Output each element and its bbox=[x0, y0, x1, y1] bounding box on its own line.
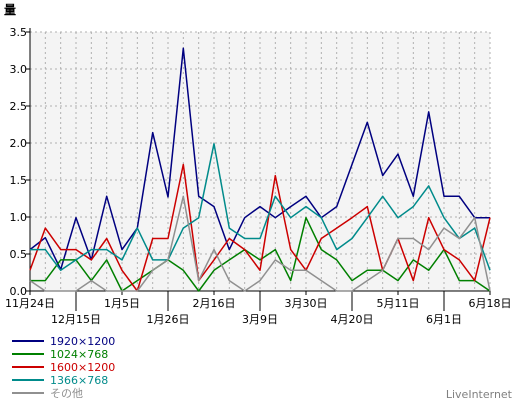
series-line-3 bbox=[30, 142, 491, 272]
x-tick-label: 3月30日 bbox=[285, 297, 328, 310]
y-tick-label: 2.0 bbox=[10, 137, 28, 150]
legend-label-1: 1024×768 bbox=[50, 348, 108, 361]
y-tick-label: 3.0 bbox=[10, 63, 28, 76]
series-line-0 bbox=[29, 47, 490, 271]
x-tick-label: 3月9日 bbox=[242, 313, 278, 326]
series-line-2 bbox=[29, 163, 491, 292]
legend-label-4: その他 bbox=[50, 387, 83, 400]
y-tick-label: 1.0 bbox=[10, 211, 28, 224]
legend-label-0: 1920×1200 bbox=[50, 335, 115, 348]
x-tick-label: 6月1日 bbox=[426, 313, 462, 326]
watermark-text: LiveInternet bbox=[446, 388, 513, 401]
x-tick-label: 1月5日 bbox=[104, 297, 140, 310]
series-line-1 bbox=[30, 216, 491, 292]
legend-label-3: 1366×768 bbox=[50, 374, 108, 387]
y-tick-label: 2.5 bbox=[10, 100, 28, 113]
x-tick-label: 12月15日 bbox=[51, 313, 101, 326]
y-tick-label: 0.5 bbox=[10, 248, 28, 261]
y-tick-label: 3.5 bbox=[10, 26, 28, 39]
x-tick-label: 11月24日 bbox=[5, 297, 55, 310]
y-tick-label: 0.0 bbox=[10, 285, 28, 298]
y-tick-label: 1.5 bbox=[10, 174, 28, 187]
legend-label-2: 1600×1200 bbox=[50, 361, 115, 374]
y-axis-label: 量 bbox=[4, 3, 16, 17]
x-tick-label: 4月20日 bbox=[331, 313, 374, 326]
series-line-4 bbox=[29, 195, 491, 292]
x-tick-label: 2月16日 bbox=[193, 297, 236, 310]
x-tick-label: 6月18日 bbox=[469, 297, 512, 310]
x-tick-label: 5月11日 bbox=[377, 297, 420, 310]
x-tick-label: 1月26日 bbox=[147, 313, 190, 326]
plot-area: 0.0 0.5 1.0 1.5 2.0 2.5 3.0 3.5 11月24日 12月15日1月5日… bbox=[5, 26, 512, 326]
